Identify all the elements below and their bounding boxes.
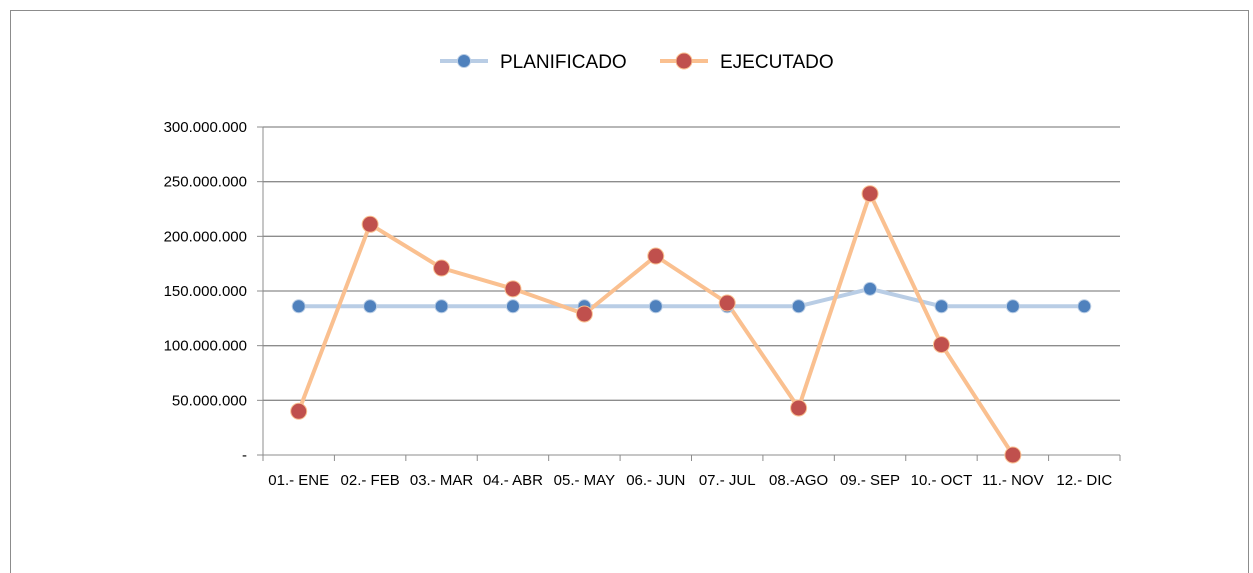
data-point-ejecutado	[718, 294, 736, 312]
data-point-ejecutado	[575, 305, 593, 323]
legend-label-planificado: PLANIFICADO	[500, 52, 627, 73]
series-points	[290, 185, 1092, 464]
data-point-ejecutado	[290, 402, 308, 420]
data-point-ejecutado	[647, 247, 665, 265]
x-tick-label: 03.- MAR	[410, 472, 474, 489]
x-tick-label: 02.- FEB	[341, 472, 400, 489]
legend: PLANIFICADO EJECUTADO	[440, 52, 834, 73]
y-tick-label: 100.000.000	[164, 338, 247, 355]
x-tick-label: 08.-AGO	[769, 472, 828, 489]
data-point-planificado	[1005, 299, 1020, 314]
y-tick-label: 300.000.000	[164, 119, 247, 136]
axes	[257, 126, 1121, 461]
x-tick-label: 11.- NOV	[982, 472, 1043, 489]
y-tick-label: 250.000.000	[164, 174, 247, 191]
y-tick-label: -	[242, 447, 247, 464]
legend-marker-ejecutado	[675, 52, 693, 70]
chart-border	[10, 10, 1249, 573]
data-point-planificado	[434, 299, 449, 314]
data-point-planificado	[505, 299, 520, 314]
x-tick-label: 09.- SEP	[840, 472, 900, 489]
data-point-ejecutado	[790, 399, 808, 417]
data-point-planificado	[291, 299, 306, 314]
data-point-ejecutado	[361, 215, 379, 233]
y-tick-label: 200.000.000	[164, 228, 247, 245]
x-tick-label: 07.- JUL	[699, 472, 756, 489]
data-point-ejecutado	[932, 336, 950, 354]
legend-marker-planificado	[457, 54, 471, 68]
data-point-planificado	[648, 299, 663, 314]
legend-label-ejecutado: EJECUTADO	[720, 52, 834, 73]
data-point-planificado	[791, 299, 806, 314]
data-point-ejecutado	[433, 259, 451, 277]
data-point-planificado	[934, 299, 949, 314]
y-tick-labels: - 50.000.000 100.000.000 150.000.000 200.000…	[164, 119, 247, 464]
data-point-ejecutado	[861, 185, 879, 203]
x-tick-label: 10.- OCT	[911, 472, 973, 489]
x-tick-label: 12.- DIC	[1056, 472, 1112, 489]
data-point-ejecutado	[1004, 446, 1022, 464]
x-tick-label: 05.- MAY	[554, 472, 615, 489]
x-tick-labels: 01.- ENE 02.- FEB 03.- MAR 04.- ABR 05.- MAY…	[268, 472, 1112, 489]
y-tick-label: 50.000.000	[172, 392, 247, 409]
x-tick-label: 01.- ENE	[268, 472, 329, 489]
data-point-planificado	[863, 281, 878, 296]
data-point-planificado	[363, 299, 378, 314]
y-tick-label: 150.000.000	[164, 283, 247, 300]
gridlines	[263, 126, 1120, 401]
x-tick-label: 06.- JUN	[626, 472, 685, 489]
data-point-ejecutado	[504, 280, 522, 298]
x-tick-label: 04.- ABR	[483, 472, 543, 489]
series-line-planificado	[298, 286, 1085, 309]
data-point-planificado	[1077, 299, 1092, 314]
